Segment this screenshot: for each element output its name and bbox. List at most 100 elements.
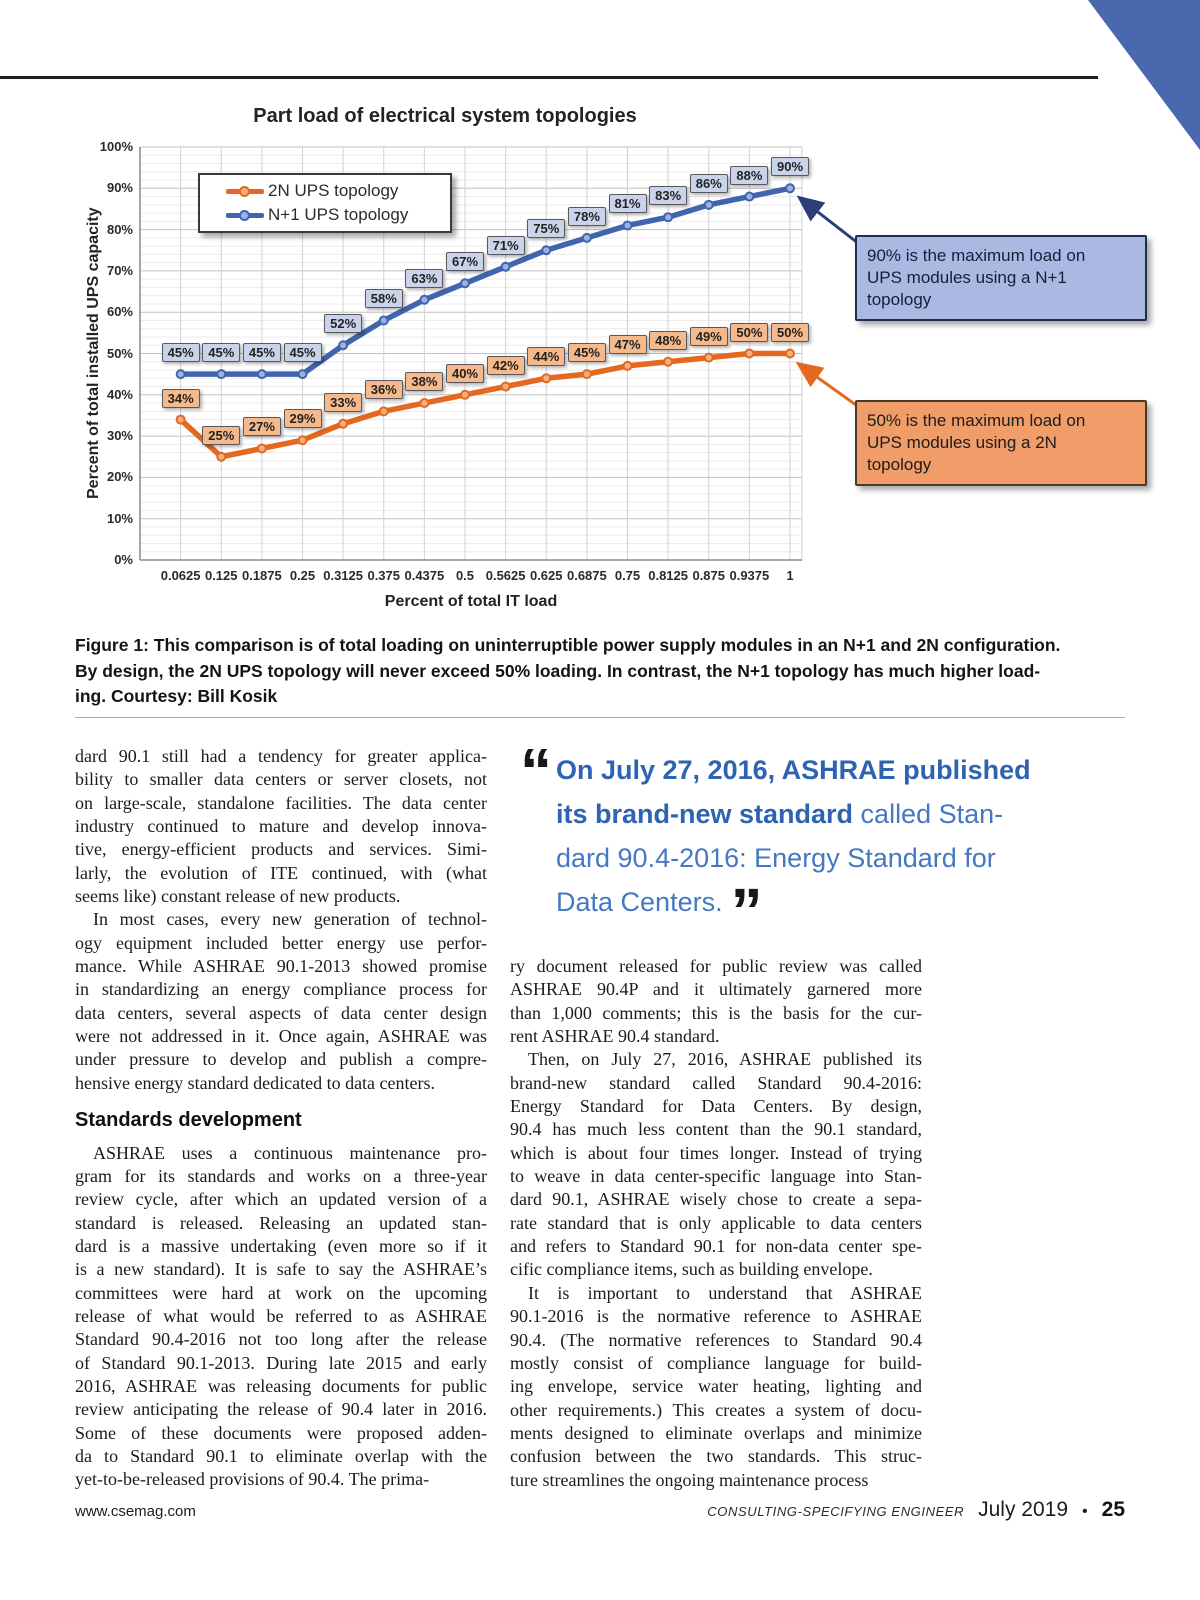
body-column-left: dard 90.1 still had a tendency for great… (75, 745, 487, 1492)
text-line: In most cases, every new generation of t… (75, 909, 487, 930)
text-line: dard is a massive undertaking (even more… (75, 1235, 487, 1256)
section-heading: Standards development (75, 1109, 302, 1132)
body-column-right: ry document released for public review w… (510, 955, 922, 1492)
text-line: ing envelope, service water heating, lig… (510, 1376, 922, 1397)
y-tick-label: 30% (106, 428, 133, 444)
callout-n1-max-load: 90% is the maximum load on UPS modules u… (855, 235, 1147, 321)
paragraph: In most cases, every new generation of t… (75, 908, 487, 1095)
text-line: were not addressed in it. Once again, AS… (75, 1026, 487, 1047)
text-line: cific compliance items, such as building… (510, 1259, 873, 1280)
pull-quote-line: dard 90.4-2016: Energy Standard for (556, 836, 1120, 880)
callout-line: 50% is the maximum load on (867, 411, 1086, 430)
callout-line: UPS modules using a 2N (867, 433, 1057, 452)
x-tick-label: 0.125 (204, 568, 238, 583)
text-line: and refers to Standard 90.1 for non-data… (510, 1236, 922, 1257)
page-footer: www.csemag.com CONSULTING-SPECIFYING ENG… (75, 1498, 1125, 1522)
y-tick-label: 80% (106, 221, 133, 237)
text-line: dard 90.1 still had a tendency for great… (75, 746, 487, 766)
pull-quote-line: On July 27, 2016, ASHRAE published (556, 748, 1120, 792)
chart-title: Part load of electrical system topologie… (253, 105, 637, 127)
text-line: review anticipating the release of 90.4 … (75, 1399, 487, 1420)
text-line: committees were hard at work on the upco… (75, 1282, 487, 1303)
footer-date: July 2019 (978, 1498, 1069, 1521)
pull-quote-regular: Data Centers. (556, 887, 723, 917)
text-line: which is about four times longer. Instea… (510, 1142, 922, 1163)
text-line: release of what would be referred to as … (75, 1305, 487, 1326)
x-tick-label: 0.6875 (566, 568, 607, 583)
text-line: Figure 1: This comparison is of total lo… (75, 635, 1061, 655)
text-line: review cycle, after which an updated ver… (75, 1189, 487, 1210)
pull-quote-regular: called Stan- (853, 799, 1004, 829)
x-tick-label: 0.25 (289, 568, 316, 583)
text-line: mance. While ASHRAE 90.1-2013 showed pro… (75, 956, 487, 977)
top-rule (0, 76, 1098, 79)
text-line: mostly consist of compliance language fo… (510, 1352, 922, 1373)
text-line: standard is released. Releasing an updat… (75, 1212, 487, 1233)
callout-line: UPS modules using a N+1 (867, 268, 1067, 287)
text-line: ing. Courtesy: Bill Kosik (75, 686, 278, 706)
text-line: confusion between the two standards. Thi… (510, 1446, 922, 1467)
x-tick-label: 0.0625 (160, 568, 201, 583)
x-tick-label: 0.5625 (485, 568, 526, 583)
text-line: ogy equipment included better energy use… (75, 932, 487, 953)
y-tick-label: 50% (106, 345, 133, 361)
footer-bullet: • (1082, 1503, 1088, 1520)
x-tick-label: 0.3125 (323, 568, 363, 583)
text-line: dard 90.1, ASHRAE wisely chose to create… (510, 1189, 922, 1210)
text-line: Energy Standard for Data Centers. By des… (510, 1096, 922, 1117)
y-tick-label: 70% (106, 262, 133, 278)
text-line: under pressure to develop and publish a … (75, 1049, 487, 1070)
text-line: ASHRAE uses a continuous maintenance pro… (75, 1142, 487, 1163)
open-quote-mark: “ (520, 735, 552, 807)
text-line: Then, on July 27, 2016, ASHRAE published… (510, 1049, 922, 1070)
text-line: than 1,000 comments; this is the basis f… (510, 1002, 922, 1023)
pull-quote-bold: On July 27, 2016, ASHRAE published (556, 755, 1031, 785)
text-line: is a new standard). It is safe to say th… (75, 1259, 487, 1280)
x-tick-label: 0.75 (614, 568, 641, 583)
text-line: It is important to understand that ASHRA… (510, 1282, 922, 1303)
footer-right-group: CONSULTING-SPECIFYING ENGINEER July 2019… (707, 1498, 1125, 1522)
callout-line: topology (867, 290, 932, 309)
paragraph: Then, on July 27, 2016, ASHRAE published… (510, 1048, 922, 1281)
text-line: By design, the 2N UPS topology will neve… (75, 660, 1041, 681)
chart-legend: 2N UPS topology N+1 UPS topology (198, 173, 452, 233)
text-line: tive, energy-efficient products and serv… (75, 839, 487, 860)
y-tick-label: 20% (106, 469, 133, 485)
legend-entry-n1: N+1 UPS topology (226, 205, 450, 225)
x-tick-label: 0.1875 (241, 568, 282, 583)
section-divider (75, 717, 1125, 718)
text-line: industry continued to mature and develop… (75, 816, 487, 837)
x-tick-label: 0.625 (529, 568, 563, 583)
text-line: bility to smaller data centers or server… (75, 769, 487, 790)
text-line: da to Standard 90.1 to eliminate overlap… (75, 1445, 487, 1466)
text-line: seems like) constant release of new prod… (75, 886, 401, 907)
text-line: in standardizing an energy compliance pr… (75, 979, 487, 1000)
paragraph: It is important to understand that ASHRA… (510, 1282, 922, 1492)
x-tick-label: 0.375 (367, 568, 401, 583)
text-line: 2016, ASHRAE was releasing documents for… (75, 1375, 487, 1396)
text-line: 90.1-2016 is the normative reference to … (510, 1306, 922, 1327)
x-tick-label: 0.9375 (729, 568, 770, 583)
pull-quote-bold: its brand-new standard (556, 799, 854, 829)
pull-quote-line: its brand-new standard called Stan- (556, 792, 1120, 836)
legend-swatch-n1 (226, 209, 264, 221)
text-line: hensive energy standard dedicated to dat… (75, 1072, 436, 1093)
callout-line: topology (867, 455, 932, 474)
legend-swatch-2n (226, 185, 264, 197)
text-line: rent ASHRAE 90.4 standard. (510, 1026, 720, 1047)
x-axis-label: Percent of total IT load (384, 593, 558, 610)
x-tick-label: 0.4375 (404, 568, 445, 583)
pull-quote-line: Data Centers.” (556, 879, 1120, 943)
text-line: ture streamlines the ongoing maintenance… (510, 1469, 869, 1490)
text-line: brand-new standard called Standard 90.4-… (510, 1072, 922, 1093)
x-tick-label: 0.875 (692, 568, 726, 583)
pull-quote: “ On July 27, 2016, ASHRAE published its… (520, 735, 1120, 943)
paragraph: dard 90.1 still had a tendency for great… (75, 745, 487, 908)
callout-2n-max-load: 50% is the maximum load on UPS modules u… (855, 400, 1147, 486)
x-tick-label: 0.8125 (648, 568, 688, 583)
text-line: 90.4 has much less content than the 90.1… (510, 1119, 922, 1140)
legend-label-n1: N+1 UPS topology (268, 205, 409, 224)
text-line: ments designed to eliminate overlaps and… (510, 1422, 922, 1443)
x-tick-label: 1 (786, 568, 794, 583)
